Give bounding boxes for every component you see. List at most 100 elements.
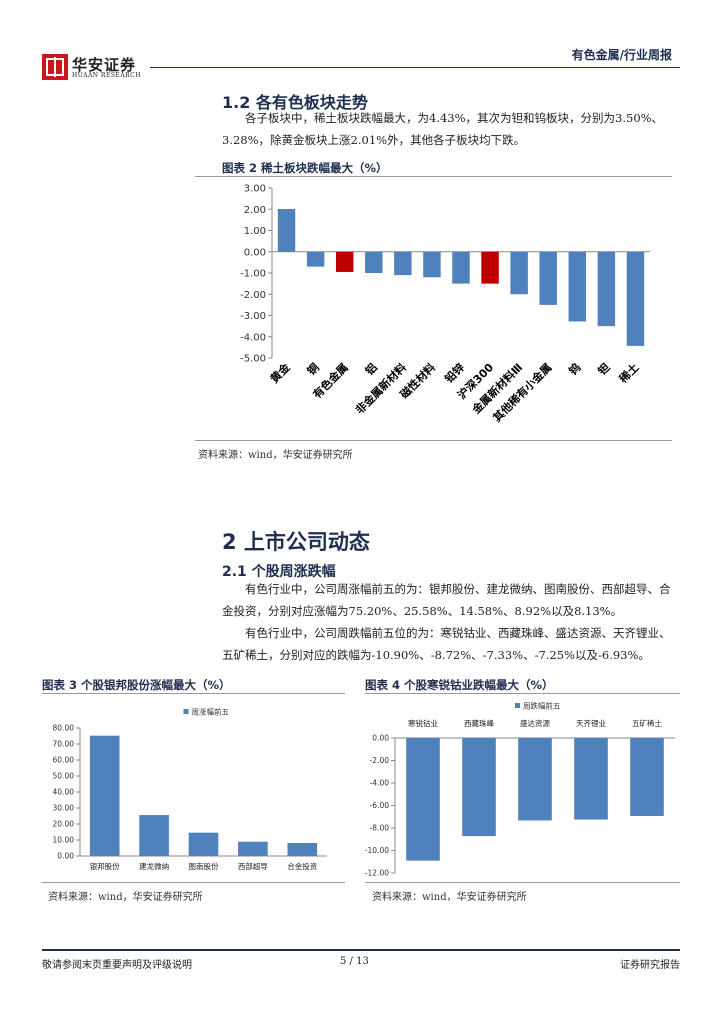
y-tick-label: 0.00 [57,852,74,861]
source: 资料来源：wind，华安证券研究所 [48,892,203,903]
x-tick-label: 盛达资源 [520,718,550,728]
section-heading: 2 上市公司动态 [222,530,370,554]
rule [42,693,345,694]
y-tick-label: 30.00 [53,804,75,813]
chart: 0.00 -2.00 -4.00 -6.00 -8.00 -10.00 -12.00 周跌幅前… [365,701,675,878]
bar [89,735,120,856]
y-tick-label: -1.00 [240,269,266,280]
x-tick-label: 五矿稀土 [632,718,662,728]
bar [188,832,219,856]
rule [195,440,672,441]
logo-sub: HUAAN RESEARCH [72,72,141,79]
rule [42,882,345,883]
paragraph: 有色行业中，公司周涨幅前五的为：银邦股份、建龙微纳、图南股份、西部超导、合金投资… [222,582,671,618]
y-tick-label: 50.00 [53,772,75,781]
chart-title: 图表 4 个股寒锐钴业跌幅最大（%） [365,678,554,692]
y-tick-label: -3.00 [240,311,266,322]
bar [423,251,441,278]
x-tick-label: 铅锌 [442,360,467,385]
y-tick-label: -4.00 [240,332,266,343]
x-tick-label: 稀土 [616,360,641,385]
bar [277,209,296,252]
bar [462,738,496,837]
x-tick-label: 黄金 [267,360,293,386]
y-tick-label: 70.00 [53,740,75,749]
source: 资料来源：wind，华安证券研究所 [372,892,527,903]
x-tick-label: 铜 [303,360,321,378]
y-tick-label: -6.00 [370,801,390,810]
chart-title: 图表 2 稀土板块跌幅最大（%） [222,161,388,175]
x-tick-label: 寒锐钴业 [408,718,438,728]
legend-swatch [183,709,189,714]
bar [574,738,608,820]
paragraph: 各子板块中，稀土板块跌幅最大，为4.43%，其次为钽和钨板块，分别为3.50%、… [222,111,664,147]
x-tick-label: 钨 [566,360,584,378]
bar [406,738,440,861]
chart: 0.00 10.00 20.00 30.00 40.00 50.00 60.00 70.00 8… [53,707,327,871]
x-tick-label: 建龙微纳 [139,861,169,871]
bar [626,251,645,346]
y-tick-label: -5.00 [240,354,266,365]
footer-label: 证券研究报告 [620,960,680,971]
rule [195,176,672,177]
y-tick-label: -4.00 [370,779,390,788]
y-tick-label: 0.00 [244,247,266,258]
y-tick-label: -8.00 [370,824,390,833]
x-tick-label: 图南股份 [189,861,219,871]
header-rule [150,67,680,68]
x-tick-label: 天齐锂业 [576,718,606,728]
logo-text: 华安证券 [72,56,137,74]
y-tick-label: 10.00 [53,836,75,845]
y-tick-label: 60.00 [53,756,75,765]
legend-label: 周涨幅前五 [192,707,230,717]
y-tick-label: 40.00 [53,788,75,797]
bar [452,251,470,284]
bar [238,841,268,856]
bar [365,251,383,273]
chart: 3.00 2.00 1.00 0.00 -1.00 -2.00 -3.00 -4.00 -5.0… [240,184,650,425]
bar [518,738,552,821]
y-tick-label: 80.00 [53,724,75,733]
bar [139,815,169,856]
bar [539,251,557,305]
bar [568,251,587,322]
bar [630,738,664,816]
bar [481,251,499,284]
bar [597,251,616,327]
y-tick-label: 20.00 [53,820,75,829]
footer-rule [42,949,680,951]
rule [365,693,680,694]
y-tick-label: -12.00 [365,869,389,878]
x-tick-label: 钽 [595,360,613,378]
bar [306,251,325,267]
source: 资料来源：wind，华安证券研究所 [198,450,353,461]
section-heading: 1.2 各有色板块走势 [222,93,368,112]
chart-title: 图表 3 个股银邦股份涨幅最大（%） [42,678,231,692]
x-tick-label: 合金投资 [287,861,317,871]
page-number: 5 / 13 [340,956,369,967]
bar [287,842,318,856]
bar [394,251,412,276]
y-tick-label: 3.00 [244,184,266,195]
logo-icon [42,54,68,80]
report-type: 有色金属/行业周报 [571,48,672,62]
legend-swatch [515,703,520,708]
x-tick-label: 西藏珠峰 [464,718,494,728]
y-tick-label: -2.00 [370,756,390,765]
disclaimer: 敬请参阅末页重要声明及评级说明 [42,960,192,971]
rule [365,882,680,883]
x-tick-label: 铝 [362,360,380,378]
y-tick-label: -2.00 [240,290,266,301]
y-tick-label: 0.00 [372,734,389,743]
legend-label: 周跌幅前五 [523,701,561,711]
y-tick-label: 1.00 [244,226,266,237]
x-tick-label: 银邦股份 [90,861,120,871]
y-tick-label: 2.00 [244,205,266,216]
subheading: 2.1 个股周涨跌幅 [222,564,336,580]
bar [510,251,528,295]
paragraph: 有色行业中，公司周跌幅前五位的为：寒锐钴业、西藏珠峰、盛达资源、天齐锂业、五矿稀… [222,626,671,662]
y-tick-label: -10.00 [365,846,389,855]
x-tick-label: 西部超导 [238,861,268,871]
bar [335,251,354,272]
